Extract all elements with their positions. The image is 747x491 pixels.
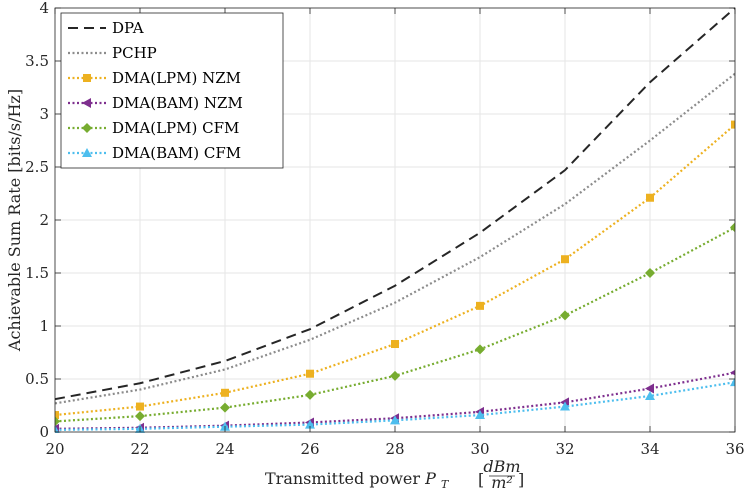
x-tick-label: 20	[45, 440, 64, 458]
y-tick-label: 2	[39, 211, 49, 229]
legend-label: DMA(LPM) CFM	[112, 119, 239, 137]
data-point	[136, 402, 144, 411]
series-pchp	[55, 72, 735, 405]
svg-text:Transmitted power P: Transmitted power P T	[265, 469, 450, 491]
series-group	[55, 7, 735, 433]
series-line	[55, 123, 735, 417]
series-dma-lpm-nzm	[55, 120, 735, 420]
legend-entry: DMA(LPM) NZM	[68, 69, 241, 87]
x-tick-label: 36	[725, 440, 744, 458]
data-point	[305, 419, 315, 429]
legend-label: DMA(LPM) NZM	[112, 69, 241, 87]
x-axis-label-prefix: Transmitted power	[265, 469, 425, 488]
data-point	[645, 268, 655, 278]
data-point	[730, 222, 735, 233]
x-axis-bracket-left: [	[478, 470, 484, 489]
y-tick-label: 4	[39, 0, 49, 17]
legend-label: DPA	[112, 19, 144, 37]
x-axis-label-subscript: T	[441, 478, 450, 491]
series-line	[55, 7, 735, 401]
y-tick-label: 1.5	[25, 264, 49, 282]
data-point	[305, 389, 315, 400]
x-tick-label: 26	[300, 440, 319, 458]
x-axis-bracket-right: ]	[518, 470, 524, 489]
data-point	[645, 383, 654, 394]
legend-entry: DMA(BAM) CFM	[68, 144, 241, 162]
series-dma-lpm-cfm	[55, 222, 735, 427]
x-tick-label: 34	[640, 440, 659, 458]
data-point	[645, 390, 655, 400]
x-tick-label: 24	[215, 440, 234, 458]
y-tick-label: 3	[39, 105, 49, 123]
y-tick-label: 0.5	[25, 370, 49, 388]
data-point	[390, 415, 400, 425]
x-tick-label: 28	[385, 440, 404, 458]
series-dma-bam-cfm	[55, 377, 735, 433]
data-point	[391, 340, 399, 349]
data-point	[560, 310, 570, 321]
data-point	[221, 388, 229, 397]
legend-entry: DPA	[68, 19, 144, 37]
tick-labels: 20 22 24 26 28 30 32 34 36 0 0.5 1 1.5 2 2.5 3 3.5 4	[25, 0, 744, 458]
data-point	[55, 416, 60, 427]
legend-entry: DMA(LPM) CFM	[68, 119, 239, 137]
x-tick-label: 22	[130, 440, 149, 458]
legend: DPA PCHP DMA(LPM) NZM DMA(BAM) NZM DMA(LPM) …	[60, 12, 284, 169]
data-point	[646, 193, 654, 202]
y-tick-label: 3.5	[25, 52, 49, 70]
data-point	[561, 255, 569, 264]
x-axis-label: Transmitted power P T [ dBm m² ]	[265, 457, 524, 491]
legend-marker	[83, 74, 91, 82]
data-point	[560, 401, 570, 411]
y-tick-label: 1	[39, 317, 49, 335]
series-line	[55, 381, 735, 431]
x-axis-label-symbol: P	[424, 469, 436, 488]
y-tick-label: 0	[39, 423, 49, 441]
data-point	[306, 369, 314, 378]
legend-marker	[82, 148, 92, 157]
data-point	[475, 410, 485, 420]
data-point	[220, 402, 230, 413]
x-tick-label: 32	[555, 440, 574, 458]
data-point	[135, 411, 145, 422]
data-point	[476, 301, 484, 310]
x-axis-unit-numerator: dBm	[483, 457, 520, 476]
legend-label: PCHP	[112, 44, 157, 62]
data-point	[731, 120, 735, 129]
data-point	[730, 377, 735, 387]
legend-entry: PCHP	[68, 44, 157, 62]
data-point	[55, 424, 60, 433]
series-line	[55, 72, 735, 405]
data-point	[730, 369, 735, 376]
data-point	[390, 370, 400, 381]
x-tick-label: 30	[470, 440, 489, 458]
series-dpa	[55, 7, 735, 401]
y-axis-label: Achievable Sum Rate [bits/s/Hz]	[5, 89, 24, 352]
legend-entry: DMA(BAM) NZM	[68, 94, 243, 112]
data-point	[55, 411, 59, 420]
legend-marker	[82, 123, 92, 133]
legend-marker	[82, 98, 91, 108]
data-point	[475, 344, 485, 355]
legend-box	[60, 12, 284, 169]
y-tick-label: 2.5	[25, 158, 49, 176]
x-axis-unit-denominator: m²	[491, 473, 513, 491]
legend-label: DMA(BAM) NZM	[112, 94, 243, 112]
legend-label: DMA(BAM) CFM	[112, 144, 241, 162]
